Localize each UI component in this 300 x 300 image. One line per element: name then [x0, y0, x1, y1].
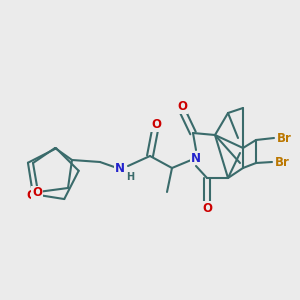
Text: O: O — [26, 189, 36, 202]
Text: O: O — [151, 118, 161, 131]
Text: N: N — [115, 163, 125, 176]
Text: O: O — [32, 187, 42, 200]
Text: O: O — [177, 100, 187, 113]
Text: H: H — [126, 172, 134, 182]
Text: Br: Br — [274, 157, 290, 169]
Text: O: O — [202, 202, 212, 214]
Text: N: N — [191, 152, 201, 164]
Text: Br: Br — [277, 131, 291, 145]
